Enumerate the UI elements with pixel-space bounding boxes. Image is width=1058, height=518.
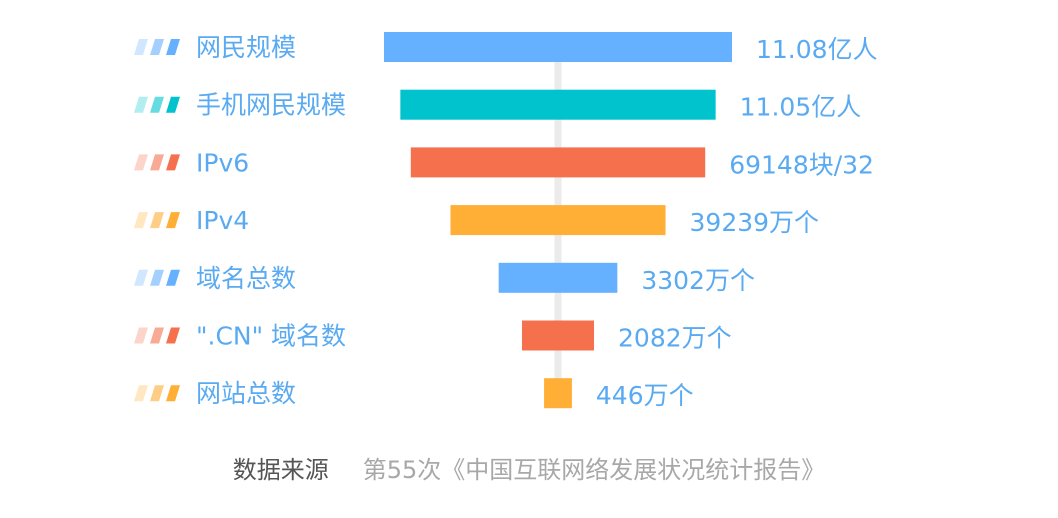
legend-marker	[134, 96, 180, 113]
data-source: 数据来源 第55次《中国互联网络发展状况统计报告》	[0, 450, 1058, 485]
value-label: 446万个	[596, 381, 694, 410]
bar	[400, 89, 716, 120]
legend-marker	[134, 154, 180, 171]
value-label: 2082万个	[618, 324, 732, 353]
data-source-label: 数据来源	[232, 456, 329, 484]
value-label: 69148块/32	[729, 150, 874, 179]
legend-marker	[134, 39, 180, 55]
legend-marker	[134, 212, 180, 229]
value-label: 11.05亿人	[740, 93, 862, 122]
category-label: ".CN" 域名数	[196, 322, 346, 351]
category-label: 网民规模	[196, 33, 296, 62]
data-source-text: 第55次《中国互联网络发展状况统计报告》	[362, 456, 826, 484]
bar	[410, 147, 706, 178]
legend-marker	[134, 385, 180, 402]
bar	[450, 205, 666, 236]
bar	[498, 262, 618, 293]
bar	[384, 32, 732, 62]
category-label: 网站总数	[196, 379, 296, 408]
bar	[544, 378, 572, 409]
category-label: 域名总数	[196, 264, 296, 293]
value-label: 3302万个	[641, 266, 755, 295]
legend-marker	[134, 269, 180, 286]
bar	[521, 320, 595, 351]
category-label: IPv4	[196, 206, 249, 235]
category-label: 手机网民规模	[196, 91, 346, 120]
value-label: 39239万个	[690, 208, 820, 237]
category-label: IPv6	[196, 148, 249, 177]
value-label: 11.08亿人	[756, 35, 878, 64]
legend-marker	[134, 327, 180, 344]
